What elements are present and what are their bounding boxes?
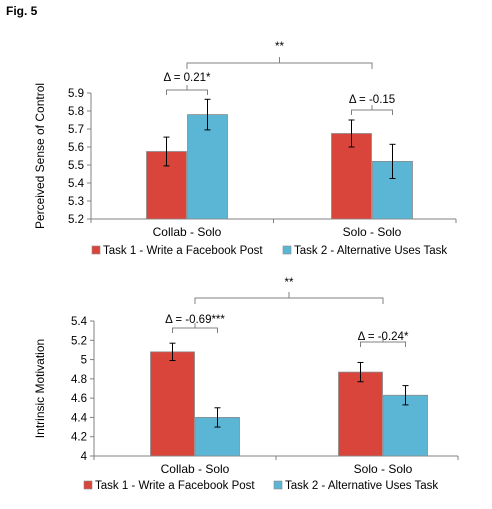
delta-bracket (172, 323, 218, 333)
legend-label: Task 2 - Alternative Uses Task (294, 245, 447, 257)
y-tick-label: 5.6 (68, 142, 84, 154)
y-tick-label: 4.8 (71, 374, 87, 386)
bar (187, 114, 228, 220)
y-axis-title: Intrinsic Motivation (33, 339, 47, 438)
between-group-bracket (186, 57, 373, 69)
delta-annotation: Δ = -0.69*** (165, 314, 225, 326)
y-tick-label: 4.2 (71, 432, 87, 444)
bar (150, 351, 195, 457)
legend-label: Task 2 - Alternative Uses Task (285, 480, 438, 492)
y-tick-label: 5.4 (71, 316, 88, 328)
y-axis-title: Perceived Sense of Control (33, 83, 47, 229)
y-tick-label: 4.4 (71, 412, 88, 424)
figure-label: Fig. 5 (6, 4, 38, 18)
delta-bracket (360, 337, 406, 347)
y-tick-label: 5.5 (68, 160, 84, 172)
y-tick-label: 5.2 (68, 214, 84, 226)
category-label: Collab - Solo (161, 462, 230, 476)
legend-swatch (91, 245, 101, 255)
delta-bracket (351, 105, 393, 115)
delta-annotation: Δ = -0.24* (358, 331, 409, 343)
y-tick-label: 5 (81, 355, 87, 367)
y-tick-label: 5.3 (68, 196, 84, 208)
category-label: Solo - Solo (354, 462, 413, 476)
category-label: Collab - Solo (153, 225, 222, 239)
legend-swatch (273, 480, 283, 490)
y-tick-label: 5.8 (68, 106, 84, 118)
delta-bracket (166, 85, 208, 95)
significance-marker: ** (275, 41, 284, 53)
legend-swatch (282, 245, 292, 255)
legend-label: Task 1 - Write a Facebook Post (95, 480, 255, 492)
y-tick-label: 5.7 (68, 124, 84, 136)
legend-label: Task 1 - Write a Facebook Post (103, 245, 263, 257)
y-tick-label: 5.4 (68, 178, 85, 190)
delta-annotation: Δ = 0.21* (163, 72, 211, 84)
legend-swatch (83, 480, 93, 490)
y-tick-label: 4.6 (71, 393, 87, 405)
bar (331, 133, 372, 220)
significance-marker: ** (285, 277, 294, 289)
y-tick-label: 5.2 (71, 335, 87, 347)
category-label: Solo - Solo (343, 225, 402, 239)
bar (338, 371, 383, 457)
y-tick-label: 5.9 (68, 88, 84, 100)
delta-annotation: Δ = -0.15 (349, 94, 395, 106)
y-tick-label: 4 (81, 451, 88, 463)
between-group-bracket (194, 292, 384, 304)
